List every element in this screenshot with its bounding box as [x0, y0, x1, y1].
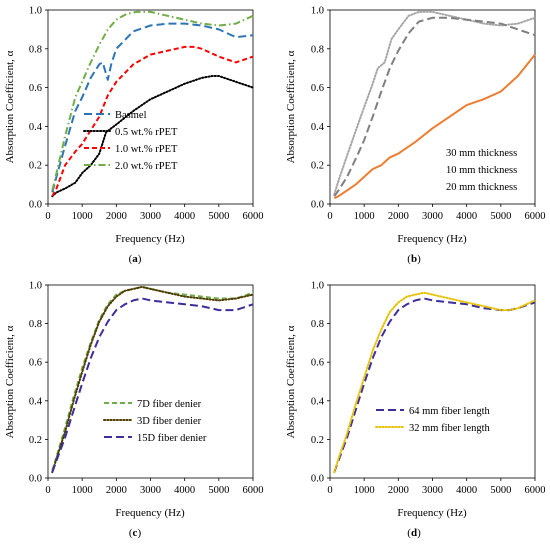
- caption-d: (d): [407, 527, 421, 539]
- ylabel-a: Absorption Coefficient, α: [4, 50, 16, 163]
- caption-d-label: d: [411, 527, 417, 539]
- series-line-2: [51, 285, 254, 474]
- y-tick-label: 0.6: [29, 83, 42, 94]
- x-tick-label: 1000: [354, 485, 375, 496]
- y-tick-label: 0.2: [29, 161, 42, 172]
- series-line-1: [333, 297, 536, 473]
- x-tick-label: 3000: [140, 211, 161, 222]
- legend-label: 10 mm thickness: [446, 165, 517, 176]
- y-tick-label: 0.8: [29, 44, 42, 55]
- ylabel-d: Absorption Coefficient, α: [285, 325, 297, 438]
- x-tick-label: 1000: [72, 211, 93, 222]
- series-line-1: [333, 10, 536, 196]
- x-tick-label: 2000: [106, 485, 127, 496]
- series-line-2: [333, 291, 536, 474]
- y-tick-label: 0.0: [29, 474, 42, 485]
- y-tick-label: 0.2: [311, 435, 324, 446]
- panel-b: Absorption Coefficient, α Frequency (Hz)…: [285, 6, 546, 266]
- series-line-1: [51, 285, 254, 471]
- y-tick-label: 1.0: [311, 281, 324, 292]
- y-tick-label: 0.8: [311, 44, 324, 55]
- xlabel-d: Frequency (Hz): [397, 507, 467, 519]
- xlabel-b: Frequency (Hz): [397, 233, 467, 245]
- y-tick-label: 0.4: [311, 122, 325, 133]
- legend-label: 0.5 wt.% rPET: [115, 127, 178, 138]
- y-tick-label: 0.4: [311, 396, 325, 407]
- y-tick-label: 0.4: [29, 122, 43, 133]
- legend-label: 2.0 wt.% rPET: [115, 161, 178, 172]
- caption-a: (a): [129, 253, 142, 265]
- legend-label: 7D fiber denier: [137, 399, 202, 410]
- panel-a: Absorption Coefficient, α Frequency (Hz)…: [4, 6, 264, 266]
- x-tick-label: 1000: [354, 211, 375, 222]
- x-tick-label: 0: [45, 211, 50, 222]
- legend-label: 15D fiber denier: [137, 433, 207, 444]
- x-tick-label: 6000: [243, 211, 264, 222]
- caption-a-label: a: [132, 253, 138, 265]
- y-tick-label: 0.0: [29, 200, 42, 211]
- x-tick-label: 6000: [243, 485, 264, 496]
- y-tick-label: 0.2: [311, 161, 324, 172]
- x-tick-label: 0: [327, 211, 332, 222]
- series-line-3: [51, 297, 254, 473]
- legend-label: 64 mm fiber length: [409, 406, 491, 417]
- x-tick-label: 5000: [208, 485, 229, 496]
- panel-c: Absorption Coefficient, α Frequency (Hz)…: [4, 281, 264, 540]
- plot-frame-a: [47, 9, 254, 205]
- x-tick-label: 2000: [388, 211, 409, 222]
- x-tick-label: 5000: [490, 211, 511, 222]
- ylabel-b: Absorption Coefficient, α: [285, 50, 297, 163]
- y-tick-label: 0.2: [29, 435, 42, 446]
- legend-label: 20 mm thickness: [446, 182, 517, 193]
- x-tick-label: 3000: [422, 211, 443, 222]
- x-tick-label: 1000: [72, 485, 93, 496]
- legend-label: Basmel: [115, 110, 147, 121]
- y-tick-label: 0.8: [311, 319, 324, 330]
- y-tick-label: 0.6: [29, 358, 42, 369]
- x-tick-label: 4000: [174, 211, 195, 222]
- x-tick-label: 6000: [525, 485, 546, 496]
- panel-d: Absorption Coefficient, α Frequency (Hz)…: [285, 281, 546, 540]
- series-line-4: [51, 10, 254, 191]
- legend-label: 3D fiber denier: [137, 416, 202, 427]
- caption-c: (c): [129, 527, 142, 539]
- y-tick-label: 0.0: [311, 474, 324, 485]
- y-tick-label: 0.0: [311, 200, 324, 211]
- y-tick-label: 1.0: [311, 6, 324, 17]
- x-tick-label: 0: [327, 485, 332, 496]
- legend-label: 1.0 wt.% rPET: [115, 144, 178, 155]
- legend-label: 30 mm thickness: [446, 148, 517, 159]
- x-tick-label: 5000: [208, 211, 229, 222]
- y-tick-label: 0.8: [29, 319, 42, 330]
- caption-c-label: c: [133, 527, 138, 539]
- series-line-1: [51, 22, 254, 193]
- x-tick-label: 2000: [106, 211, 127, 222]
- caption-b-label: b: [411, 253, 417, 265]
- x-tick-label: 3000: [422, 485, 443, 496]
- x-tick-label: 6000: [525, 211, 546, 222]
- xlabel-a: Frequency (Hz): [115, 233, 185, 245]
- x-tick-label: 4000: [456, 211, 477, 222]
- series-line-3: [51, 45, 254, 197]
- y-tick-label: 0.6: [311, 358, 324, 369]
- x-tick-label: 4000: [456, 485, 477, 496]
- y-tick-label: 1.0: [29, 6, 42, 17]
- series-line-2: [51, 75, 254, 198]
- caption-b: (b): [407, 253, 421, 265]
- series-line-2: [333, 53, 536, 200]
- y-tick-label: 0.4: [29, 396, 43, 407]
- legend-label: 32 mm fiber length: [409, 423, 491, 434]
- ylabel-c: Absorption Coefficient, α: [4, 325, 16, 438]
- x-tick-label: 2000: [388, 485, 409, 496]
- y-tick-label: 0.6: [311, 83, 324, 94]
- x-tick-label: 4000: [174, 485, 195, 496]
- x-tick-label: 0: [45, 485, 50, 496]
- y-tick-label: 1.0: [29, 281, 42, 292]
- x-tick-label: 5000: [490, 485, 511, 496]
- plot-frame-d: [329, 284, 536, 479]
- xlabel-c: Frequency (Hz): [115, 507, 185, 519]
- series-line-3: [333, 16, 536, 197]
- x-tick-label: 3000: [140, 485, 161, 496]
